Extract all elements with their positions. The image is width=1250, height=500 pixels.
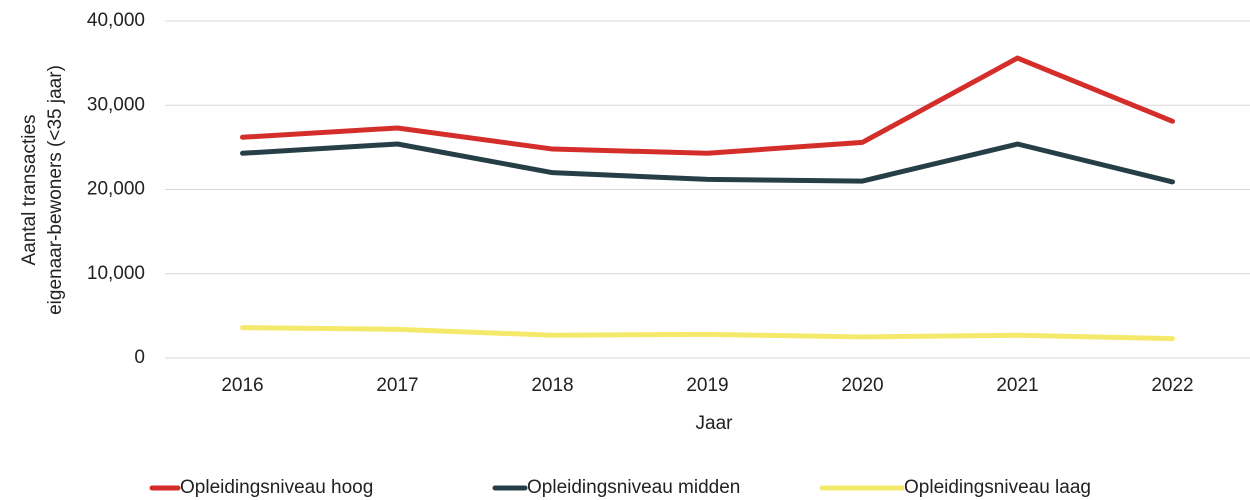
x-tick-label: 2021	[996, 375, 1038, 396]
y-tick-label: 30,000	[87, 94, 145, 115]
x-tick-label: 2016	[221, 375, 263, 396]
x-axis-label: Jaar	[696, 413, 734, 434]
x-tick-label: 2022	[1151, 375, 1193, 396]
x-tick-label: 2018	[531, 375, 573, 396]
legend-label: Opleidingsniveau midden	[527, 477, 740, 498]
y-tick-label: 10,000	[87, 263, 145, 284]
y-axis-label: Aantal transacties	[19, 114, 40, 265]
x-tick-label: 2017	[376, 375, 418, 396]
y-tick-label: 20,000	[87, 179, 145, 200]
series-line	[240, 55, 1175, 156]
series-line	[240, 141, 1175, 185]
legend-label: Opleidingsniveau hoog	[180, 477, 373, 498]
x-tick-label: 2019	[686, 375, 728, 396]
series-line	[240, 325, 1175, 342]
y-tick-label: 40,000	[87, 10, 145, 31]
y-tick-label: 0	[134, 347, 145, 368]
y-axis-label: eigenaar-bewoners (<35 jaar)	[45, 65, 66, 315]
x-tick-label: 2020	[841, 375, 883, 396]
legend-label: Opleidingsniveau laag	[904, 477, 1091, 498]
